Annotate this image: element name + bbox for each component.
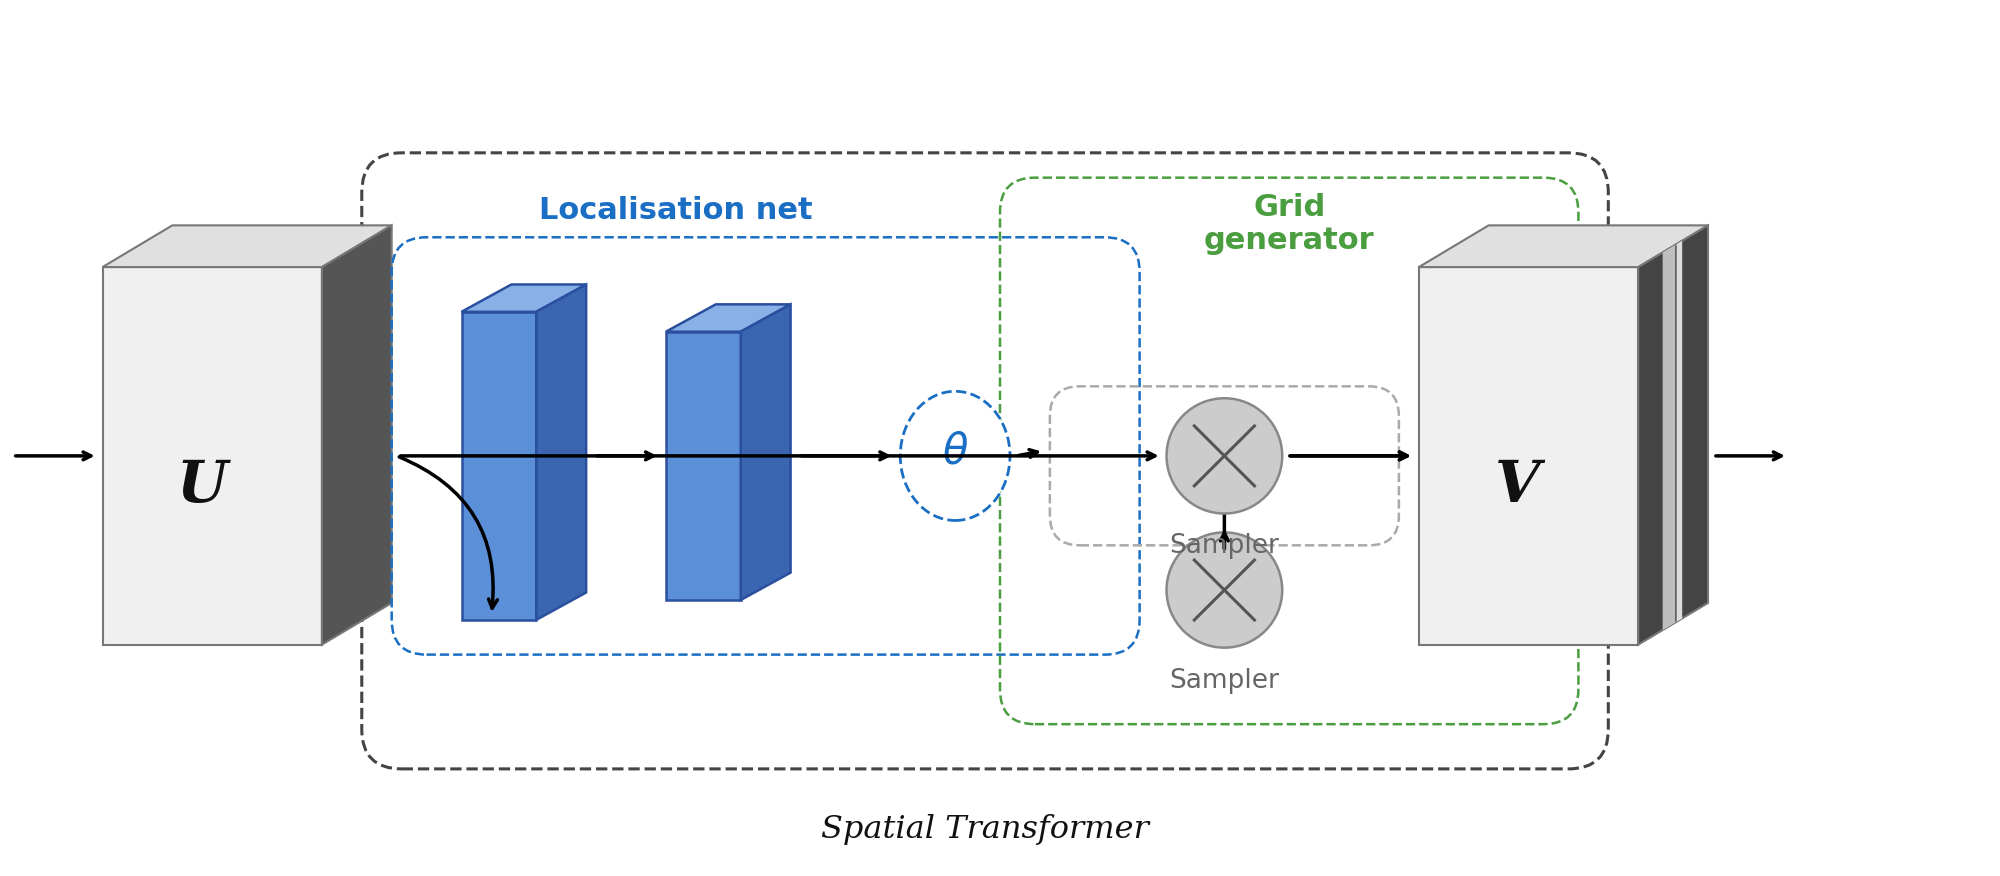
Polygon shape [1676,241,1682,622]
Polygon shape [1662,245,1676,630]
Text: Sampler: Sampler [1170,533,1280,560]
Text: $\mathcal{T}_\theta(G)$: $\mathcal{T}_\theta(G)$ [1176,446,1272,485]
Text: Spatial Transformer: Spatial Transformer [822,814,1148,844]
Polygon shape [666,332,740,600]
Polygon shape [536,285,586,620]
Text: Grid
generator: Grid generator [1204,193,1374,255]
Polygon shape [1418,267,1638,645]
Text: Localisation net: Localisation net [540,196,812,225]
Text: U: U [176,458,226,514]
Circle shape [1166,533,1282,647]
FancyArrowPatch shape [400,457,498,608]
Ellipse shape [900,392,1010,520]
Polygon shape [102,225,392,267]
Polygon shape [462,312,536,620]
Polygon shape [740,304,790,600]
Circle shape [1166,399,1282,513]
Polygon shape [462,285,586,312]
Polygon shape [666,304,790,332]
Text: Sampler: Sampler [1170,668,1280,694]
Text: $\theta$: $\theta$ [942,431,968,473]
Polygon shape [1638,225,1708,645]
Polygon shape [102,267,322,645]
Text: V: V [1494,458,1540,514]
Polygon shape [322,225,392,645]
Polygon shape [1418,225,1708,267]
